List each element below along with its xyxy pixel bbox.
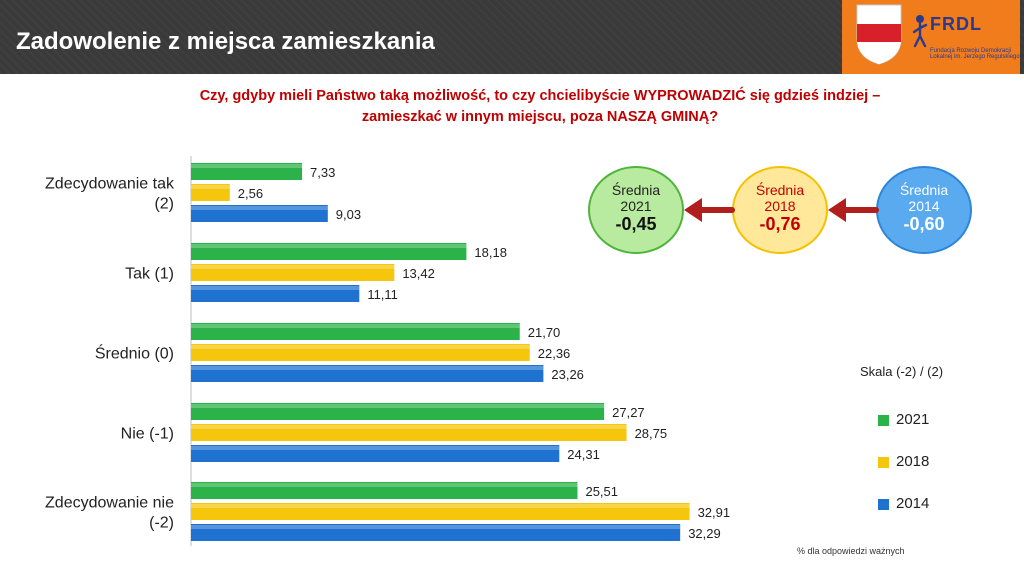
average-label: Średnia	[755, 182, 805, 198]
legend-label: 2018	[896, 453, 930, 470]
bar-2014	[191, 365, 544, 382]
bar-highlight	[191, 446, 560, 450]
bar-highlight	[191, 525, 681, 529]
bar-highlight	[191, 504, 690, 508]
bar-2018	[191, 424, 627, 441]
data-label: 24,31	[567, 447, 600, 462]
bar-2018	[191, 344, 530, 361]
logo-text: FRDL	[930, 14, 982, 34]
bar-2021	[191, 482, 578, 499]
bar-highlight	[191, 324, 520, 328]
legend-swatch	[878, 457, 889, 468]
bar-2014	[191, 205, 328, 222]
data-label: 2,56	[238, 186, 263, 201]
data-label: 32,29	[688, 526, 721, 541]
footnote: % dla odpowiedzi ważnych	[797, 546, 905, 556]
average-bubble-2018: Średnia 2018 -0,76	[732, 166, 828, 254]
bar-2018	[191, 264, 395, 281]
bar-highlight	[191, 265, 395, 269]
bar-2021	[191, 243, 467, 260]
bar-highlight	[191, 404, 605, 408]
data-label: 25,51	[585, 484, 618, 499]
average-value: -0,76	[759, 214, 801, 234]
legend-item-2018: 2018	[878, 453, 930, 470]
category-label: Nie (-1)	[121, 426, 174, 443]
average-year: 2018	[764, 198, 796, 214]
legend-label: 2014	[896, 495, 930, 512]
data-label: 27,27	[612, 405, 645, 420]
legend-item-2014: 2014	[878, 495, 930, 512]
bar-highlight	[191, 483, 578, 487]
category-label: Zdecydowanie nie	[45, 495, 174, 512]
average-bubble-2014: Średnia 2014 -0,60	[876, 166, 972, 254]
category-label: (-2)	[149, 515, 174, 532]
page-title: Zadowolenie z miejsca zamieszkania	[16, 28, 435, 55]
logo-area: FRDL Fundacja Rozwoju Demokracji Lokalne…	[842, 0, 1020, 74]
bar-2014	[191, 445, 560, 462]
bar-highlight	[191, 425, 627, 429]
person-icon	[912, 15, 928, 48]
header-bar: Zadowolenie z miejsca zamieszkania FRDL …	[0, 0, 1024, 74]
bar-2018	[191, 503, 690, 520]
average-value: -0,45	[615, 214, 657, 234]
average-year: 2021	[620, 198, 652, 214]
category-label: (2)	[154, 196, 174, 213]
question-line-2: zamieszkać w innym miejscu, poza NASZĄ G…	[361, 109, 719, 125]
category-label: Zdecydowanie tak	[45, 176, 175, 193]
legend-item-2021: 2021	[878, 411, 930, 428]
legend-swatch	[878, 415, 889, 426]
bar-highlight	[191, 206, 328, 210]
category-label: Tak (1)	[125, 266, 174, 283]
bar-2021	[191, 403, 605, 420]
data-label: 13,42	[402, 266, 435, 281]
crest-icon	[856, 4, 902, 65]
average-bubble-2021: Średnia 2021 -0,45	[588, 166, 684, 254]
data-label: 7,33	[310, 165, 335, 180]
bar-highlight	[191, 286, 360, 290]
bar-2018	[191, 184, 230, 201]
data-label: 23,26	[551, 367, 584, 382]
data-label: 22,36	[538, 346, 571, 361]
legend-scale: Skala (-2) / (2)	[860, 364, 944, 379]
bar-highlight	[191, 164, 303, 168]
average-value: -0,60	[903, 214, 945, 234]
average-year: 2014	[908, 198, 940, 214]
legend-swatch	[878, 499, 889, 510]
bar-2021	[191, 163, 303, 180]
data-label: 9,03	[336, 207, 361, 222]
bar-highlight	[191, 366, 544, 370]
data-label: 21,70	[528, 325, 561, 340]
legend-label: 2021	[896, 411, 930, 428]
data-label: 28,75	[635, 426, 668, 441]
bar-2014	[191, 285, 360, 302]
data-label: 11,11	[367, 287, 398, 302]
bar-2014	[191, 524, 681, 541]
question-text: Czy, gdyby mieli Państwo taką możliwość,…	[90, 86, 990, 128]
bar-highlight	[191, 244, 467, 248]
data-label: 32,91	[698, 505, 731, 520]
bar-highlight	[191, 345, 530, 349]
bar-highlight	[191, 185, 230, 189]
average-label: Średnia	[611, 182, 661, 198]
data-label: 18,18	[474, 245, 507, 260]
bar-2021	[191, 323, 520, 340]
question-line-1: Czy, gdyby mieli Państwo taką możliwość,…	[199, 88, 881, 104]
logo-subtext: Fundacja Rozwoju Demokracji Lokalnej im.…	[930, 48, 1020, 60]
category-label: Średnio (0)	[95, 344, 174, 363]
average-label: Średnia	[899, 182, 949, 198]
